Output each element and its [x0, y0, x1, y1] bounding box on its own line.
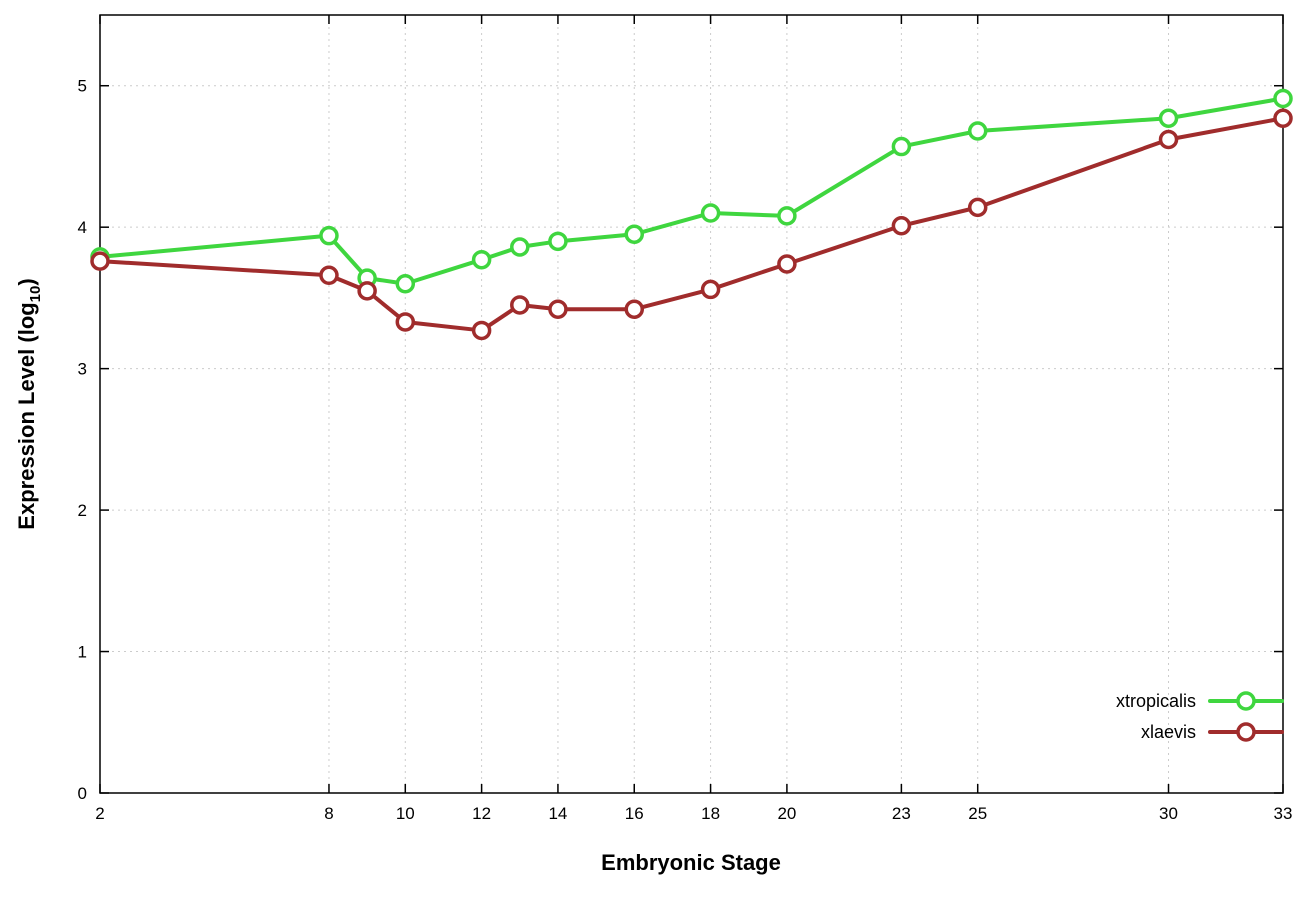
x-tick-label: 25 [968, 804, 987, 823]
data-point-xlaevis [1158, 129, 1179, 150]
x-tick-label: 14 [548, 804, 567, 823]
data-point-xtropicalis [319, 225, 339, 246]
y-tick-label: 1 [78, 643, 87, 662]
data-point-xtropicalis [891, 136, 912, 157]
y-tick-label: 2 [78, 501, 87, 520]
data-point-xtropicalis [548, 231, 568, 252]
x-tick-label: 2 [95, 804, 104, 823]
y-axis-label: Expression Level (log10) [14, 278, 44, 529]
data-point-xlaevis [510, 295, 530, 315]
x-tick-label: 23 [892, 804, 911, 823]
y-axis-label-main: Expression Level (log [14, 302, 39, 529]
y-axis-label-subscript: 10 [27, 286, 44, 303]
data-point-xlaevis [624, 299, 645, 319]
data-point-xtropicalis [471, 249, 492, 270]
series-xlaevis [90, 108, 1293, 341]
data-point-xlaevis [90, 251, 110, 271]
data-point-xlaevis [891, 216, 912, 236]
data-series [90, 88, 1293, 341]
x-tick-label: 10 [396, 804, 415, 823]
x-tick-label: 30 [1159, 804, 1178, 823]
y-tick-label: 0 [78, 784, 87, 803]
series-line-xtropicalis [98, 96, 1285, 286]
plot-border [99, 14, 1284, 794]
data-point-xlaevis [471, 320, 492, 341]
data-point-xtropicalis [510, 237, 530, 257]
legend-label-xtropicalis: xtropicalis [1116, 691, 1196, 711]
x-tick-label: 20 [777, 804, 796, 823]
data-point-xtropicalis [1158, 108, 1179, 129]
axis-ticks [99, 15, 1284, 794]
data-point-xlaevis [357, 281, 377, 301]
x-tick-label: 16 [625, 804, 644, 823]
y-tick-label: 3 [78, 360, 87, 379]
series-xtropicalis [90, 88, 1293, 294]
x-tick-label: 8 [324, 804, 333, 823]
x-tick-label: 12 [472, 804, 491, 823]
legend-item-xtropicalis: xtropicalis [1116, 691, 1284, 711]
data-point-xlaevis [319, 265, 339, 286]
data-point-xlaevis [700, 279, 721, 300]
data-point-xtropicalis [777, 206, 797, 226]
x-tick-label: 18 [701, 804, 720, 823]
legend-marker-xtropicalis [1236, 691, 1256, 711]
legend-item-xlaevis: xlaevis [1141, 722, 1284, 742]
data-point-xtropicalis [1273, 88, 1293, 109]
data-point-xtropicalis [395, 274, 416, 294]
data-point-xtropicalis [700, 203, 721, 223]
legend-marker-xlaevis [1236, 722, 1256, 742]
series-line-xlaevis [98, 116, 1285, 333]
gridlines [99, 15, 1284, 794]
legend-label-xlaevis: xlaevis [1141, 722, 1196, 742]
y-tick-label: 5 [78, 77, 87, 96]
x-tick-label: 33 [1274, 804, 1293, 823]
data-point-xlaevis [777, 254, 797, 274]
data-point-xlaevis [395, 312, 416, 332]
legend: xtropicalis xlaevis [1116, 691, 1284, 742]
data-point-xlaevis [967, 197, 988, 218]
x-axis-label: Embryonic Stage [601, 850, 781, 875]
data-point-xlaevis [548, 299, 568, 319]
y-tick-label: 4 [78, 218, 87, 237]
data-point-xtropicalis [967, 121, 988, 141]
data-point-xtropicalis [624, 224, 645, 245]
data-point-xlaevis [1273, 108, 1293, 129]
y-axis-label-close: ) [14, 278, 39, 285]
